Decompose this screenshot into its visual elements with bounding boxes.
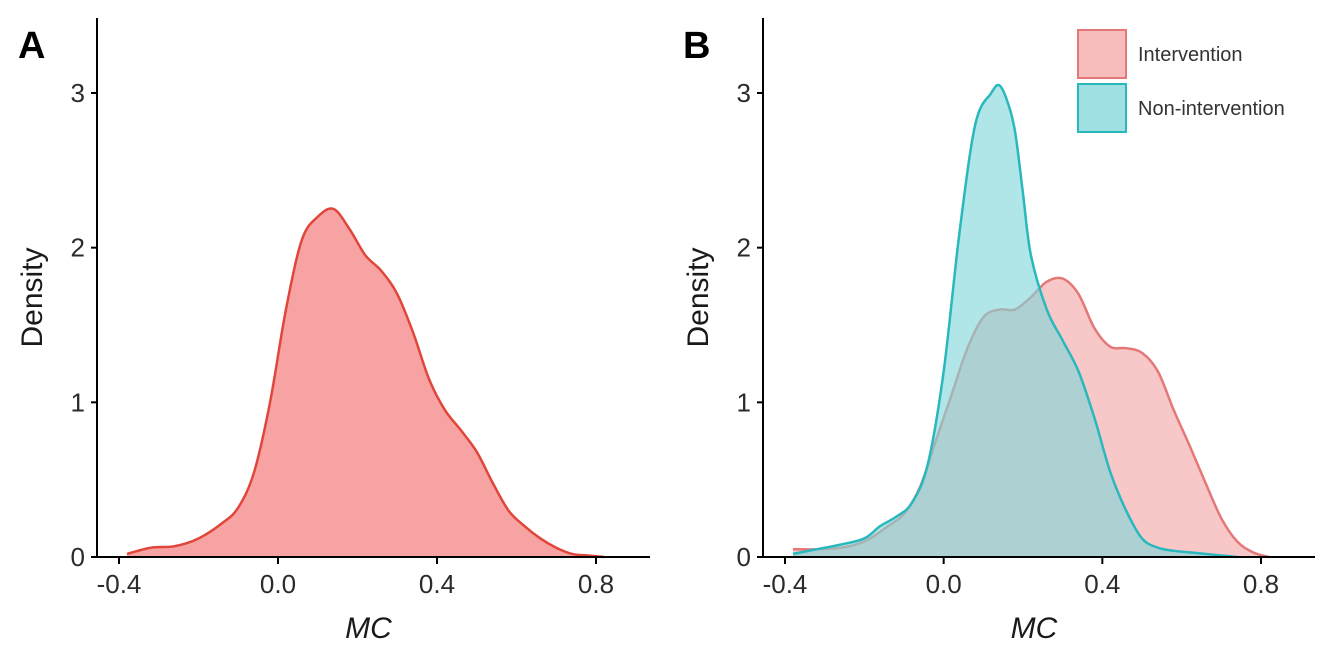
- x-tick-label: 0.4: [419, 569, 455, 599]
- y-tick-label: 2: [71, 233, 85, 263]
- y-tick-label: 1: [737, 387, 751, 417]
- x-tick-label: -0.4: [763, 569, 808, 599]
- legend-label-intervention: Intervention: [1138, 44, 1243, 66]
- y-tick-label: 0: [737, 542, 751, 572]
- legend: Intervention Non-intervention: [1077, 29, 1285, 133]
- x-tick-label: 0.8: [1243, 569, 1279, 599]
- x-tick-label: -0.4: [97, 569, 142, 599]
- panel-A: 0 1 2 3 -0.4 0.0 0.4 0.8 MC Density A: [16, 18, 650, 645]
- y-tick-label: 2: [737, 233, 751, 263]
- line-non-intervention: [792, 83, 1238, 559]
- y-axis-title: Density: [682, 247, 715, 347]
- line-density: [126, 207, 605, 559]
- y-axis-title: Density: [16, 247, 49, 347]
- panel-label: A: [18, 25, 45, 67]
- x-tick-label: 0.8: [578, 569, 614, 599]
- y-tick-label: 3: [737, 78, 751, 108]
- legend-key-intervention: [1077, 29, 1127, 79]
- legend-key-non-intervention: [1077, 83, 1127, 133]
- panel-B: 0 1 2 3 -0.4 0.0 0.4 0.8 MC Density B Intervention N…: [682, 18, 1315, 645]
- x-tick-label: 0.4: [1084, 569, 1120, 599]
- y-tick-label: 0: [71, 542, 85, 572]
- y-tick-label: 3: [71, 78, 85, 108]
- area-non-intervention: [792, 84, 1238, 557]
- x-axis-title: MC: [345, 612, 392, 645]
- panel-label: B: [683, 25, 710, 67]
- legend-label-non-intervention: Non-intervention: [1138, 98, 1285, 120]
- x-tick-label: 0.0: [260, 569, 296, 599]
- x-tick-label: 0.0: [926, 569, 962, 599]
- y-tick-label: 1: [71, 387, 85, 417]
- x-axis-title: MC: [1011, 612, 1058, 645]
- area-density: [126, 208, 604, 557]
